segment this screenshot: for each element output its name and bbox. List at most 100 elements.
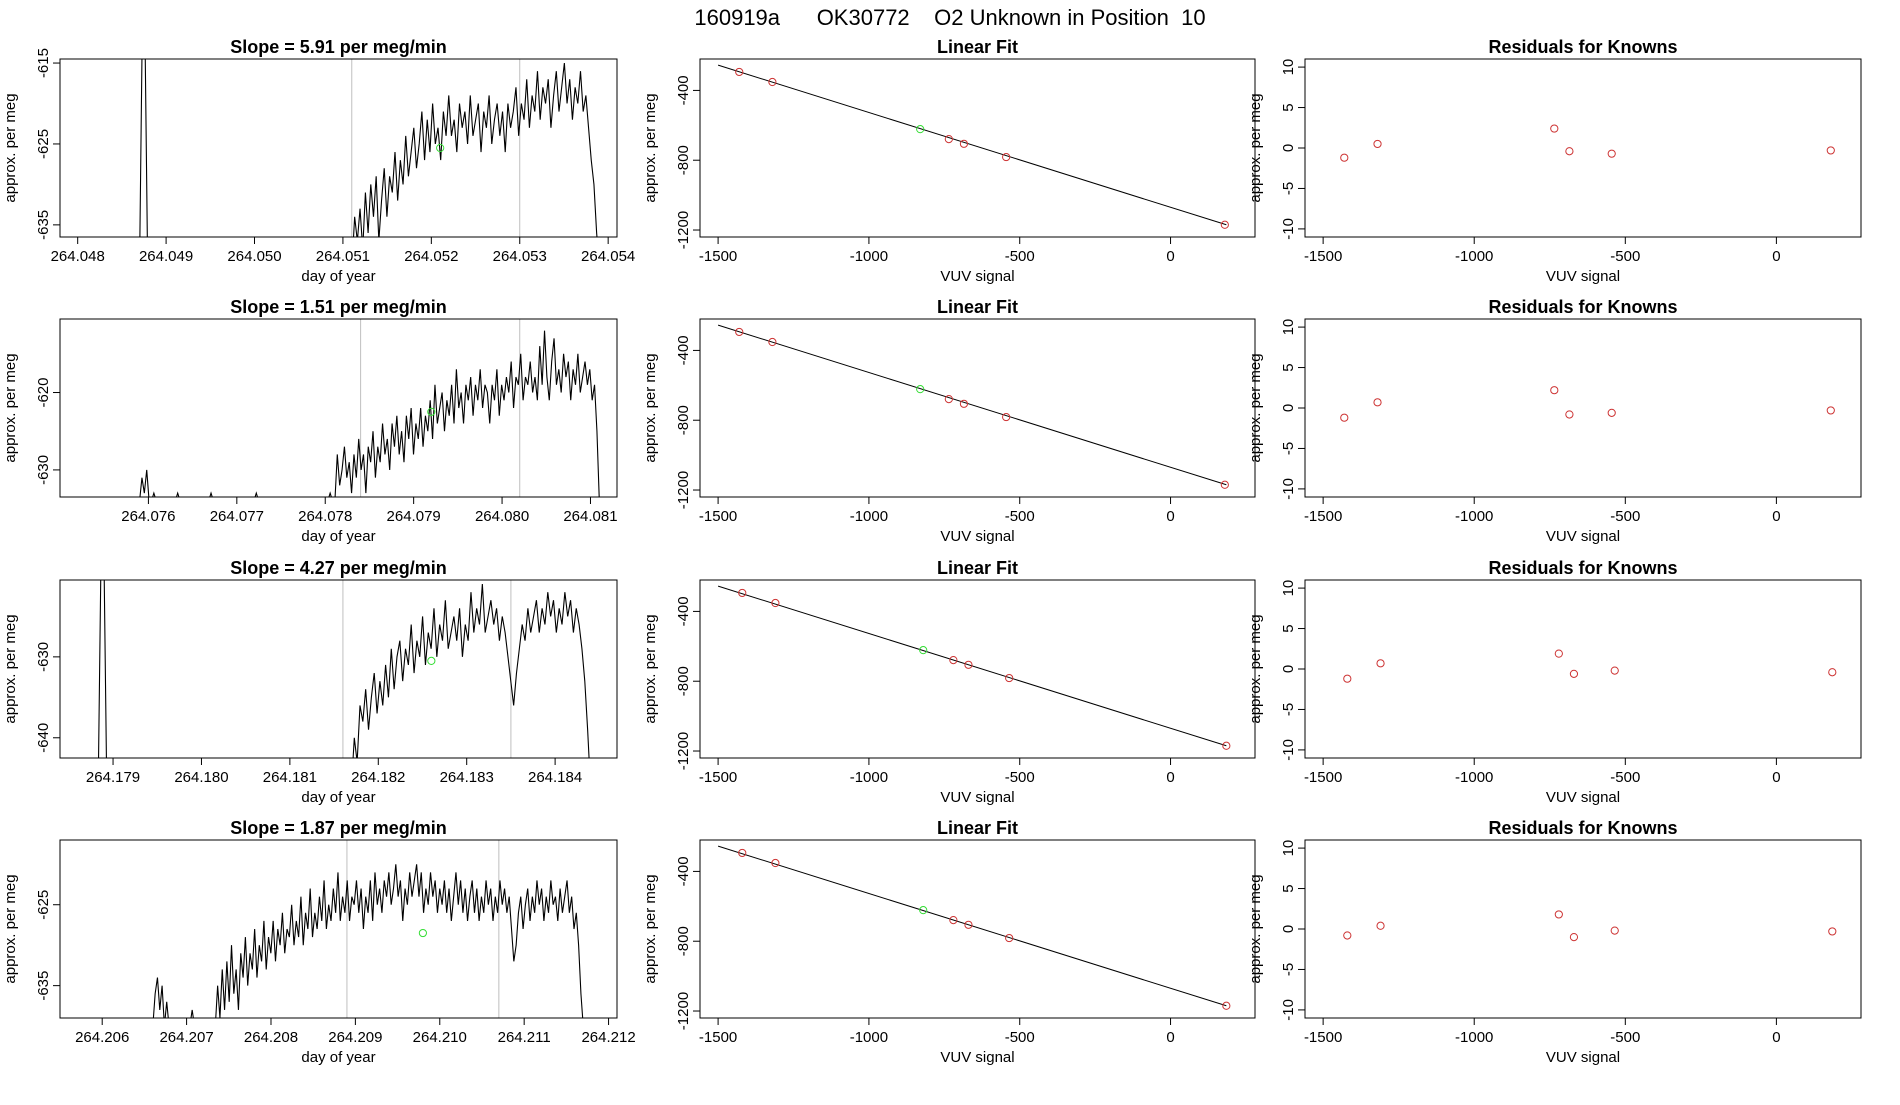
linear-fit-1-x-tick-label-1: -1500: [699, 248, 737, 265]
linear-fit-3-known-point-4: [964, 660, 973, 669]
residuals-4-y-tick-label-1: 10: [1280, 840, 1297, 857]
time-series-1-plot-area: [139, 59, 598, 237]
time-series-1-title: Slope = 5.91 per meg/min: [230, 37, 447, 57]
time-series-3-x-tick-label-6: 264.184: [528, 769, 582, 786]
residuals-4-x-tick-label-4: 0: [1772, 1029, 1780, 1046]
linear-fit-2-known-point-1: [735, 327, 744, 337]
time-series-2-x-tick-label-1: 264.076: [121, 508, 175, 525]
linear-fit-4-panel: -1500 -1000 -500 0 -400 -800 -1200 Linear Fit VU…: [642, 818, 1256, 1066]
linear-fit-2-y-tick-label-3: -1200: [675, 471, 692, 509]
linear-fit-2-panel: -1500 -1000 -500 0 -400 -800 -1200 Linear Fit VU…: [642, 297, 1256, 545]
residuals-2-y-tick-label-1: 10: [1280, 319, 1297, 336]
linear-fit-4-known-point-3: [949, 916, 958, 925]
residuals-4-y-tick-label-5: -10: [1280, 999, 1297, 1021]
residuals-1-known-point-6: [1826, 146, 1835, 155]
residuals-3-known-point-3: [1554, 649, 1563, 658]
time-series-1-x-tick-label-4: 264.051: [316, 248, 370, 265]
linear-fit-1-y-tick-label-2: -800: [675, 145, 692, 175]
residuals-1-y-label: approx. per meg: [1247, 93, 1264, 202]
time-series-2-y-tick-label-1: -620: [35, 378, 52, 408]
time-series-4-x-tick-label-4: 264.209: [328, 1029, 382, 1046]
residuals-2-known-point-3: [1550, 386, 1559, 395]
linear-fit-3-known-point-6: [1222, 741, 1231, 750]
linear-fit-1-known-point-1: [735, 67, 744, 77]
linear-fit-4-x-label: VUV signal: [940, 1049, 1014, 1066]
residuals-4-y-label: approx. per meg: [1247, 874, 1264, 983]
time-series-4-y-tick-label-2: -635: [35, 971, 52, 1001]
linear-fit-3-y-tick-label-2: -800: [675, 666, 692, 696]
linear-fit-3-y-label: approx. per meg: [642, 614, 659, 723]
linear-fit-4-y-tick-label-1: -400: [675, 856, 692, 886]
time-series-1-x-tick-label-6: 264.053: [493, 248, 547, 265]
time-series-2-unknown-point: [427, 407, 436, 416]
residuals-1-panel: -1500 -1000 -500 0 10 5 0 -5 -10 Residuals for Kn…: [1247, 37, 1862, 285]
residuals-4-plot-area: [1343, 910, 1837, 942]
time-series-3-y-tick-label-1: -630: [35, 642, 52, 672]
time-series-1-y-label: approx. per meg: [2, 93, 19, 202]
residuals-2-x-tick-label-1: -1500: [1304, 508, 1342, 525]
time-series-3-y-tick-label-2: -640: [35, 723, 52, 753]
residuals-2-x-tick-label-3: -500: [1610, 508, 1640, 525]
linear-fit-1-title: Linear Fit: [937, 37, 1018, 57]
linear-fit-2-fit-line: [717, 324, 1227, 486]
time-series-3-x-tick-label-1: 264.179: [86, 769, 140, 786]
linear-fit-2-x-tick-label-4: 0: [1166, 508, 1174, 525]
residuals-1-x-tick-label-2: -1000: [1455, 248, 1493, 265]
residuals-2-plot-area: [1340, 386, 1835, 422]
residuals-1-known-point-1: [1340, 153, 1349, 162]
time-series-4-x-tick-label-7: 264.212: [581, 1029, 635, 1046]
linear-fit-3-x-label: VUV signal: [940, 789, 1014, 806]
linear-fit-2-known-point-4: [959, 399, 969, 408]
residuals-4-known-point-1: [1343, 931, 1352, 940]
linear-fit-4-x-tick-label-2: -1000: [850, 1029, 888, 1046]
residuals-1-x-tick-label-4: 0: [1772, 248, 1780, 265]
residuals-2-y-tick-label-2: 5: [1280, 363, 1297, 371]
linear-fit-2-x-tick-label-1: -1500: [699, 508, 737, 525]
linear-fit-1-known-point-5: [1002, 152, 1011, 162]
residuals-1-y-tick-label-4: -5: [1280, 182, 1297, 195]
residuals-1-y-tick-label-3: 0: [1280, 144, 1297, 152]
time-series-4-x-tick-label-5: 264.210: [413, 1029, 467, 1046]
time-series-2-title: Slope = 1.51 per meg/min: [230, 297, 447, 317]
residuals-2-x-tick-label-4: 0: [1772, 508, 1780, 525]
residuals-1-y-tick-label-1: 10: [1280, 59, 1297, 76]
residuals-1-y-tick-label-2: 5: [1280, 103, 1297, 111]
time-series-2-x-tick-label-3: 264.078: [298, 508, 352, 525]
linear-fit-2-y-tick-label-1: -400: [675, 335, 692, 365]
residuals-3-plot-area: [1343, 649, 1837, 683]
residuals-3-panel: -1500 -1000 -500 0 10 5 0 -5 -10 Residuals for Kn…: [1247, 558, 1862, 806]
linear-fit-3-panel: -1500 -1000 -500 0 -400 -800 -1200 Linear Fit VU…: [642, 558, 1256, 806]
linear-fit-3-x-tick-label-2: -1000: [850, 769, 888, 786]
page-title: 160919a OK30772 O2 Unknown in Position 1…: [694, 5, 1205, 30]
time-series-4-x-tick-label-6: 264.211: [498, 1029, 551, 1046]
linear-fit-4-plot-area: [717, 845, 1231, 1010]
time-series-1-x-tick-label-3: 264.050: [227, 248, 281, 265]
residuals-1-x-label: VUV signal: [1546, 268, 1620, 285]
linear-fit-2-x-tick-label-2: -1000: [850, 508, 888, 525]
residuals-4-y-tick-label-2: 5: [1280, 884, 1297, 892]
residuals-4-x-tick-label-2: -1000: [1455, 1029, 1493, 1046]
time-series-3-title: Slope = 4.27 per meg/min: [230, 558, 447, 578]
linear-fit-4-y-tick-label-2: -800: [675, 926, 692, 956]
residuals-1-frame: [1304, 58, 1862, 238]
linear-fit-4-known-point-2: [771, 858, 780, 868]
time-series-3-y-label: approx. per meg: [2, 614, 19, 723]
linear-fit-3-plot-area: [717, 585, 1231, 750]
residuals-4-panel: -1500 -1000 -500 0 10 5 0 -5 -10 Residuals for Kn…: [1247, 818, 1862, 1066]
linear-fit-2-known-point-2: [768, 337, 777, 347]
time-series-2-panel: 264.076 264.077 264.078 264.079 264.080 264.0…: [2, 297, 618, 545]
linear-fit-2-x-label: VUV signal: [940, 528, 1014, 545]
time-series-1-unknown-point: [436, 143, 445, 153]
residuals-2-y-label: approx. per meg: [1247, 353, 1264, 462]
time-series-3-x-tick-label-5: 264.183: [440, 769, 494, 786]
linear-fit-1-known-point-6: [1220, 220, 1229, 229]
linear-fit-3-x-tick-label-3: -500: [1005, 769, 1035, 786]
linear-fit-1-known-point-3: [944, 135, 953, 144]
residuals-4-known-point-2: [1376, 921, 1385, 930]
residuals-3-known-point-6: [1828, 668, 1837, 677]
residuals-2-panel: -1500 -1000 -500 0 10 5 0 -5 -10 Residuals for Kn…: [1247, 297, 1862, 545]
residuals-4-x-label: VUV signal: [1546, 1049, 1620, 1066]
time-series-3-panel: 264.179 264.180 264.181 264.182 264.183 264.1…: [2, 558, 618, 806]
linear-fit-1-known-point-4: [959, 139, 969, 148]
linear-fit-1-plot-area: [717, 64, 1229, 229]
